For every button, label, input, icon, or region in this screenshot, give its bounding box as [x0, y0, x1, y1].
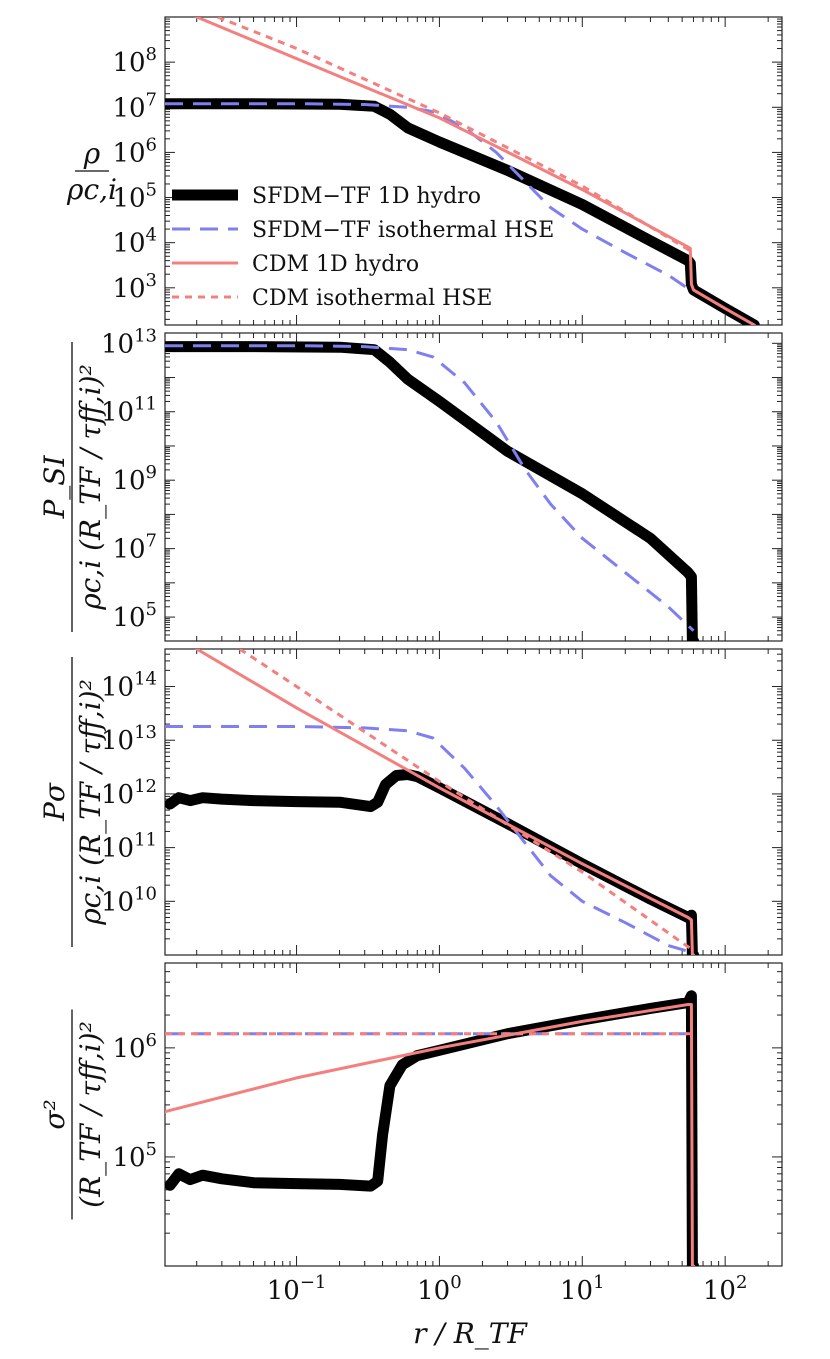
x-tick-label: 100: [417, 1272, 462, 1306]
panel-density: 103 104 105 106 107 108 ρρc,i: [66, 16, 783, 326]
x-tick-label: 102: [703, 1272, 748, 1306]
series-line: [195, 649, 695, 955]
series-line: [165, 725, 694, 955]
panels: 103104105106107108ρρc,i10510710910111013…: [38, 16, 783, 1267]
y-tick-label: 1010: [101, 883, 157, 917]
series-line: [165, 769, 699, 955]
series-line: [165, 341, 699, 641]
y-tick-label: 105: [112, 599, 157, 633]
y-tick-label: 1013: [101, 325, 157, 359]
y-label-denominator: ρc,i: [66, 173, 117, 206]
series-line: [165, 344, 695, 632]
y-label-numerator: σ²: [38, 1099, 71, 1129]
legend-label: SFDM−TF 1D hydro: [252, 184, 481, 209]
y-tick-label: 1011: [101, 394, 157, 428]
series-line: [165, 102, 695, 294]
x-tick-label: 10−1: [267, 1272, 327, 1306]
legend-label: CDM isothermal HSE: [252, 286, 492, 311]
series-group: [165, 17, 760, 325]
y-axis-label: Pσ ρc,i (R_TF / τff,i)²: [38, 657, 107, 947]
y-axis-label: ρρc,i: [66, 137, 117, 206]
legend-label: CDM 1D hydro: [252, 252, 419, 277]
panel-frame: [164, 16, 783, 326]
series-group: [165, 341, 699, 641]
y-tick-label: 106: [112, 1030, 157, 1064]
y-label-numerator: ρ: [83, 137, 101, 170]
y-tick-label: 1013: [101, 722, 157, 756]
y-tick-label: 109: [112, 462, 157, 496]
series-line: [195, 17, 756, 325]
y-label-numerator: Pσ: [38, 782, 71, 822]
series-line: [238, 649, 695, 952]
series-line: [165, 990, 699, 1266]
y-tick-label: 107: [112, 531, 157, 565]
panel-frame: [164, 332, 783, 642]
panel-frame: [164, 962, 783, 1267]
y-tick-label: 1011: [101, 830, 157, 864]
legend: SFDM−TF 1D hydro SFDM−TF isothermal HSE CD…: [172, 184, 554, 311]
y-axis-label: P_SI ρc,i (R_TF / τff,i)²: [38, 342, 107, 632]
x-tick-label: 101: [560, 1272, 605, 1306]
y-axis-label: σ² (R_TF / τff,i)²: [38, 1009, 107, 1220]
y-tick-label: 107: [112, 89, 157, 123]
y-tick-label: 104: [112, 225, 157, 259]
y-label-denominator: ρc,i (R_TF / τff,i)²: [74, 679, 107, 926]
y-tick-label: 105: [112, 1139, 157, 1173]
series-line: [217, 17, 695, 254]
y-tick-label: 1014: [101, 669, 157, 703]
y-label-denominator: ρc,i (R_TF / τff,i)²: [74, 364, 107, 611]
series-line: [165, 1003, 695, 1266]
x-axis-label: r / R_TF: [413, 1317, 528, 1350]
y-tick-label: 105: [112, 180, 157, 214]
y-tick-label: 1012: [101, 776, 157, 810]
y-tick-label: 106: [112, 134, 157, 168]
series-group: [165, 990, 699, 1266]
y-label-numerator: P_SI: [38, 455, 71, 520]
y-tick-label: 103: [112, 270, 157, 304]
x-tick-labels: 10−1 100 101 102: [267, 1272, 748, 1306]
series-group: [165, 649, 699, 955]
y-label-denominator: (R_TF / τff,i)²: [74, 1021, 107, 1208]
y-tick-label: 108: [112, 44, 157, 78]
legend-label: SFDM−TF isothermal HSE: [252, 218, 554, 243]
